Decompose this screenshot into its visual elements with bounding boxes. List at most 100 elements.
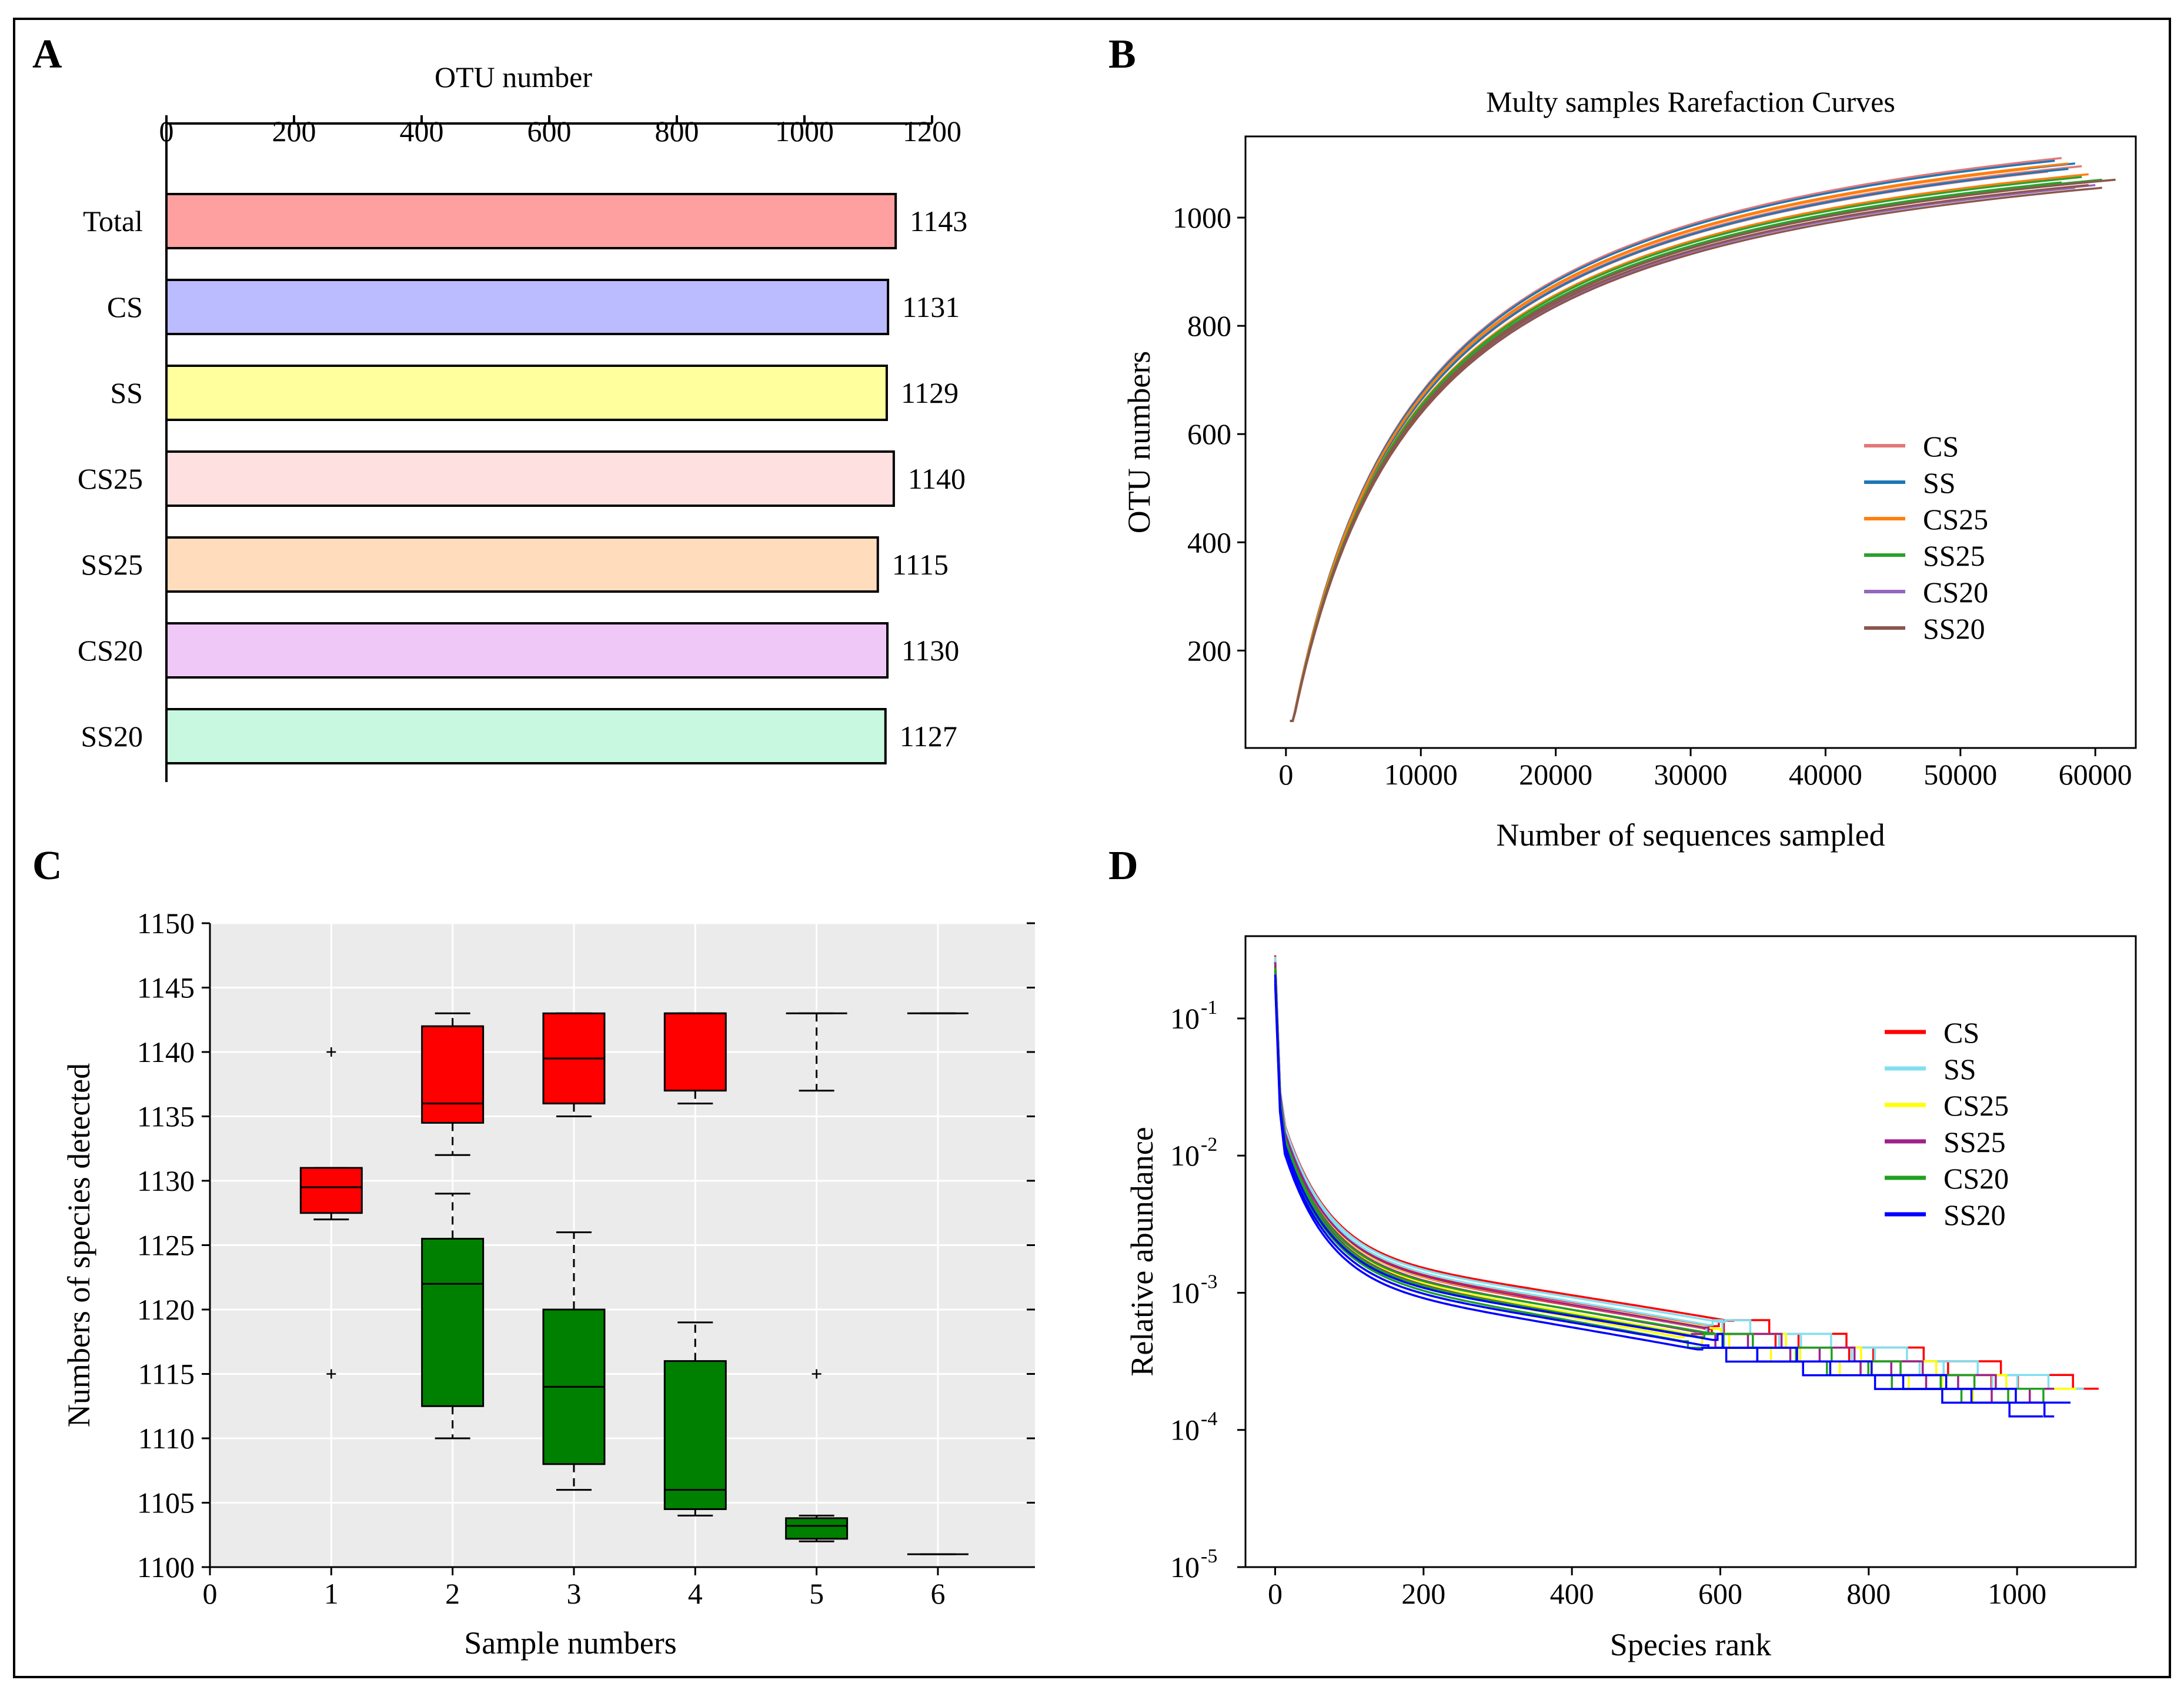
panel-b-y-tick-label: 400 [1187, 526, 1231, 559]
panel-c-box [785, 1517, 849, 1540]
panel-d-legend-label: CS25 [1943, 1089, 2009, 1122]
panel-d-legend-label: CS20 [1943, 1162, 2009, 1195]
panel-b-y-tick-label: 1000 [1173, 201, 1231, 234]
panel-a-value-label: 1130 [901, 634, 959, 667]
panel-d-x-tick-label: 600 [1698, 1577, 1742, 1610]
panel-c-y-tick-label: 1110 [138, 1422, 195, 1455]
panel-c-x-tick-label: 3 [566, 1577, 581, 1610]
panel-b-y-tick-label: 600 [1187, 418, 1231, 450]
panel-a-category-label: SS20 [81, 720, 143, 753]
panel-c-y-tick-label: 1150 [137, 907, 195, 940]
panel-b-x-tick-label: 40000 [1789, 758, 1862, 791]
panel-c-x-tick-label: 1 [324, 1577, 339, 1610]
panel-c-y-tick-label: 1145 [137, 971, 195, 1004]
panel-d-label: D [1108, 843, 1138, 889]
panel-a: A OTU number 0 200 400 600 800 1000 1200 Total 11… [32, 32, 967, 782]
panel-d-x-label: Species rank [1610, 1627, 1771, 1662]
panel-c-x-tick-label: 6 [930, 1577, 945, 1610]
panel-b-legend-label: SS25 [1923, 539, 1985, 572]
panel-d-plot-area [1244, 935, 2137, 1568]
panel-a-bar [165, 193, 897, 249]
panel-a-tick-label: 600 [527, 115, 572, 148]
panel-c-y-tick-label: 1125 [137, 1229, 195, 1262]
panel-a-tick-label: 1200 [903, 115, 961, 148]
panel-d-legend-label: SS [1943, 1053, 1976, 1086]
panel-d-y-tick-base: 10 [1170, 1551, 1200, 1584]
panel-b-legend-label: CS20 [1923, 576, 1988, 609]
panel-d-x-tick-label: 0 [1268, 1577, 1283, 1610]
panel-b-plot-area [1244, 135, 2137, 749]
panel-d-y-tick-base: 10 [1170, 1276, 1200, 1309]
panel-d-legend-label: SS25 [1943, 1125, 2006, 1158]
panel-d-x-tick-label: 200 [1401, 1577, 1445, 1610]
panel-c-box [299, 1167, 363, 1214]
panel-a-tick-label: 400 [400, 115, 444, 148]
panel-d-x-tick-label: 1000 [1988, 1577, 2046, 1610]
panel-a-value-label: 1129 [901, 376, 959, 409]
panel-c-x-label: Sample numbers [464, 1625, 676, 1661]
panel-d-y-tick-exponent: -3 [1201, 1271, 1217, 1292]
panel-b-legend-label: SS [1923, 466, 1956, 499]
panel-b-label: B [1108, 32, 1136, 77]
panel-a-bar [165, 365, 888, 421]
panel-d-legend-label: SS20 [1943, 1198, 2006, 1231]
panel-b-x-tick-label: 10000 [1384, 758, 1458, 791]
panel-a-value-label: 1140 [908, 462, 966, 495]
panel-c-y-tick-label: 1120 [137, 1293, 195, 1326]
panel-d-x-tick-label: 400 [1550, 1577, 1594, 1610]
panel-a-axis-title: OTU number [435, 61, 592, 93]
panel-a-category-label: CS [107, 290, 143, 323]
panel-b-series-line [1290, 168, 2028, 722]
panel-a-bar [165, 708, 887, 764]
panel-a-category-label: Total [83, 205, 143, 238]
panel-a-value-label: 1127 [900, 720, 957, 753]
panel-c-label: C [32, 843, 62, 889]
panel-d-series-line [1274, 956, 2084, 1390]
panel-b-x-tick-label: 30000 [1654, 758, 1728, 791]
panel-a-value-label: 1131 [902, 290, 960, 323]
panel-b-y-tick-label: 200 [1187, 634, 1231, 667]
panel-b-legend-label: CS [1923, 430, 1959, 463]
panel-c-y-tick-label: 1130 [137, 1164, 195, 1197]
panel-a-tick-label: 200 [272, 115, 316, 148]
panel-c-y-tick-label: 1140 [137, 1036, 195, 1068]
panel-a-value-label: 1115 [892, 548, 949, 581]
panel-a-category-label: CS25 [78, 462, 143, 495]
panel-b-y-tick-label: 800 [1187, 309, 1231, 342]
panel-c-x-tick-label: 2 [445, 1577, 460, 1610]
panel-b-x-tick-label: 0 [1278, 758, 1293, 791]
panel-b-legend-label: CS25 [1923, 503, 1988, 536]
panel-b-x-label: Number of sequences sampled [1496, 817, 1885, 853]
figure-frame [13, 18, 2171, 1678]
panel-c-y-tick-label: 1105 [137, 1487, 195, 1519]
panel-a-bar [165, 536, 879, 593]
panel-b-series-line [1290, 184, 2089, 722]
panel-a-category-label: SS25 [81, 548, 143, 581]
panel-b-title: Multy samples Rarefaction Curves [1486, 85, 1895, 118]
panel-b: B Multy samples Rarefaction Curves 0 10000… [1108, 32, 2137, 853]
panel-c-y-label: Numbers of species detected [61, 1063, 96, 1427]
panel-a-category-label: CS20 [78, 634, 143, 667]
panel-d-y-tick-exponent: -4 [1201, 1408, 1217, 1430]
panel-d-y-tick-base: 10 [1170, 1414, 1200, 1447]
panel-a-category-label: SS [110, 376, 143, 409]
panel-a-value-label: 1143 [910, 205, 967, 238]
panel-c-box [663, 1360, 727, 1510]
panel-a-tick-label: 800 [655, 115, 699, 148]
panel-d-y-tick-exponent: -5 [1201, 1545, 1217, 1567]
panel-c-y-tick-label: 1135 [137, 1100, 195, 1133]
panel-b-x-tick-label: 50000 [1923, 758, 1997, 791]
panel-a-label: A [32, 32, 62, 77]
panel-b-y-label: OTU numbers [1121, 351, 1157, 533]
panel-d-y-label: Relative abundance [1124, 1127, 1160, 1376]
panel-c-box [663, 1012, 727, 1092]
panel-b-x-tick-label: 60000 [2059, 758, 2132, 791]
panel-a-tick-label: 1000 [775, 115, 834, 148]
panel-c-box [421, 1025, 485, 1124]
panel-c-y-tick-label: 1115 [138, 1358, 195, 1391]
panel-c-box [421, 1238, 485, 1407]
panel-a-bar [165, 279, 890, 335]
panel-b-x-tick-label: 20000 [1519, 758, 1592, 791]
